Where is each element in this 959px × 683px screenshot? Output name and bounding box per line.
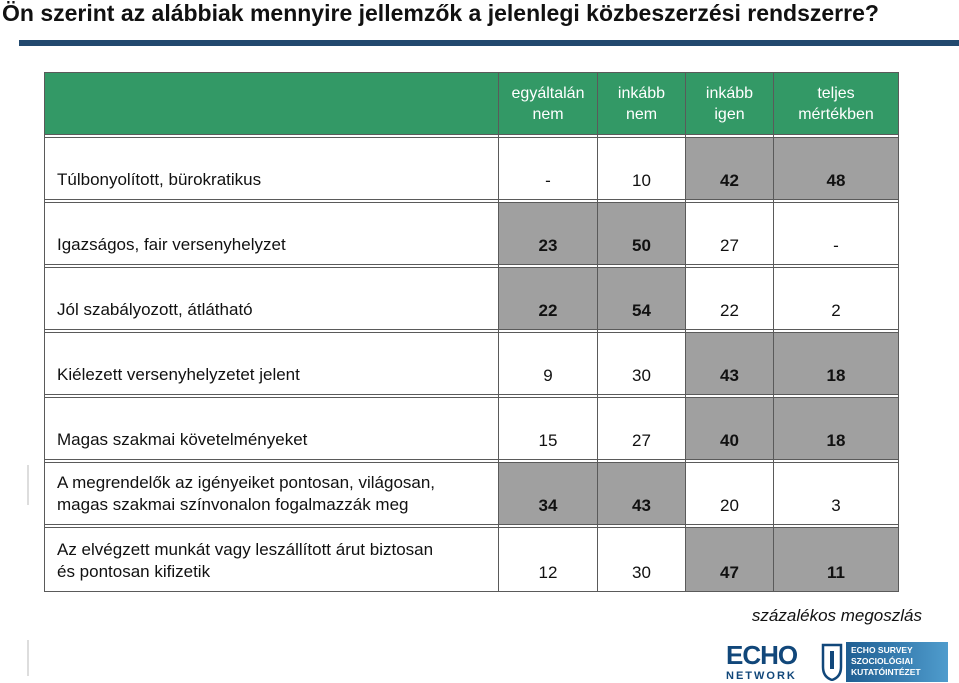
table-row: Kiélezett versenyhelyzetet jelent 9 30 43 18 [44, 332, 899, 395]
spacer-cell [773, 459, 899, 463]
column-header-line: nem [625, 105, 658, 123]
table-row: A megrendelők az igényeiket pontosan, vi… [44, 462, 899, 525]
value-cell: 30 [597, 332, 686, 395]
footnote: százalékos megoszlás [751, 606, 922, 625]
value-cell: 11 [773, 527, 899, 592]
row-spacer [44, 394, 899, 398]
spacer-cell [773, 264, 899, 268]
spacer-cell [773, 394, 899, 398]
row-label-line: és pontosan kifizetik [57, 562, 211, 581]
value-cell: 22 [498, 267, 598, 330]
value-cell: 47 [685, 527, 774, 592]
value-cell: 43 [685, 332, 774, 395]
value-cell: 42 [685, 137, 774, 200]
logo-word-top: ECHO [726, 640, 798, 670]
row-label: Magas szakmai követelményeket [44, 397, 499, 460]
column-header-line: mértékben [798, 105, 874, 123]
title-underline [19, 40, 959, 46]
column-header-line: nem [532, 105, 564, 123]
value-cell: 15 [498, 397, 598, 460]
table-row: Túlbonyolított, bürokratikus -10 42 48 [44, 137, 899, 200]
value-cell: 23 [498, 202, 598, 265]
column-header: inkább nem [597, 72, 686, 135]
spacer-cell [773, 134, 899, 138]
logo-badge: ECHO SURVEY SZOCIOLÓGIAI KUTATÓINTÉZET [846, 642, 948, 682]
column-header-line: inkább [617, 84, 666, 102]
table-row: Az elvégzett munkát vagy leszállított ár… [44, 527, 899, 592]
row-spacer [44, 134, 899, 138]
row-spacer [44, 264, 899, 268]
row-label-line: Az elvégzett munkát vagy leszállított ár… [57, 540, 434, 559]
row-spacer [44, 459, 899, 463]
row-label-line: Jól szabályozott, átlátható [57, 300, 253, 319]
badge-line: ECHO SURVEY [851, 645, 913, 655]
table-header-row: egyáltalán nem inkább nem inkább igen te… [44, 72, 899, 135]
logo-wordmark: ECHO NETWORK [724, 640, 819, 683]
table-row: Magas szakmai követelményeket 15 27 40 18 [44, 397, 899, 460]
page-title: Ön szerint az alábbiak mennyire jellemző… [2, 0, 879, 26]
decorative-line [27, 640, 29, 676]
row-label: Jól szabályozott, átlátható [44, 267, 499, 330]
value-cell: 10 [597, 137, 686, 200]
value-cell: 2 [773, 267, 899, 330]
row-label: Az elvégzett munkát vagy leszállított ár… [44, 527, 499, 592]
table-body: Túlbonyolított, bürokratikus -10 42 48 Igazs… [44, 134, 899, 592]
row-label-line: A megrendelők az igényeiket pontosan, vi… [57, 473, 436, 492]
row-label-line: Túlbonyolított, bürokratikus [57, 170, 262, 189]
row-label: Igazságos, fair versenyhelyzet [44, 202, 499, 265]
value-cell: 50 [597, 202, 686, 265]
row-label-line: magas szakmai színvonalon fogalmazzák me… [57, 495, 409, 514]
row-label-line: Magas szakmai követelményeket [57, 430, 308, 449]
row-spacer [44, 524, 899, 528]
survey-results-table: egyáltalán nem inkább nem inkább igen te… [44, 72, 899, 592]
row-label: Kiélezett versenyhelyzetet jelent [44, 332, 499, 395]
value-cell: 43 [597, 462, 686, 525]
value-cell: 22 [685, 267, 774, 330]
badge-line: SZOCIOLÓGIAI [851, 656, 913, 666]
spacer-cell [773, 524, 899, 528]
column-header-line: igen [714, 105, 745, 123]
value-cell: 9 [498, 332, 598, 395]
table-row: Igazságos, fair versenyhelyzet 23 50 27- [44, 202, 899, 265]
column-header: teljes mértékben [773, 72, 899, 135]
value-cell: 18 [773, 332, 899, 395]
row-label: A megrendelők az igényeiket pontosan, vi… [44, 462, 499, 525]
value-cell: 12 [498, 527, 598, 592]
value-cell: 3 [773, 462, 899, 525]
value-cell: 18 [773, 397, 899, 460]
row-label: Túlbonyolított, bürokratikus [44, 137, 499, 200]
column-header-line: egyáltalán [511, 84, 585, 102]
row-label-line: Igazságos, fair versenyhelyzet [57, 235, 286, 254]
value-cell: 54 [597, 267, 686, 330]
echo-network-logo: ECHO NETWORK ECHO SURVEY SZOCIOLÓGIAI KU… [724, 640, 948, 683]
table-row: Jól szabályozott, átlátható 22 54 22 2 [44, 267, 899, 330]
logo-word-bottom: NETWORK [726, 670, 797, 682]
row-spacer [44, 329, 899, 333]
column-header: egyáltalán nem [498, 72, 598, 135]
value-cell: 20 [685, 462, 774, 525]
decorative-line [27, 465, 29, 505]
value-cell: - [773, 202, 899, 265]
value-cell: 48 [773, 137, 899, 200]
value-cell: 30 [597, 527, 686, 592]
column-header-line: inkább [705, 84, 754, 102]
badge-line: KUTATÓINTÉZET [851, 667, 921, 677]
value-cell: 40 [685, 397, 774, 460]
column-header-line: teljes [817, 84, 855, 102]
header-label-cell [44, 72, 499, 135]
value-cell: 27 [685, 202, 774, 265]
shield-icon [821, 643, 843, 681]
value-cell: 34 [498, 462, 598, 525]
spacer-cell [773, 199, 899, 203]
value-cell: - [498, 137, 598, 200]
row-spacer [44, 199, 899, 203]
row-label-line: Kiélezett versenyhelyzetet jelent [57, 365, 300, 384]
value-cell: 27 [597, 397, 686, 460]
column-header: inkább igen [685, 72, 774, 135]
spacer-cell [773, 329, 899, 333]
